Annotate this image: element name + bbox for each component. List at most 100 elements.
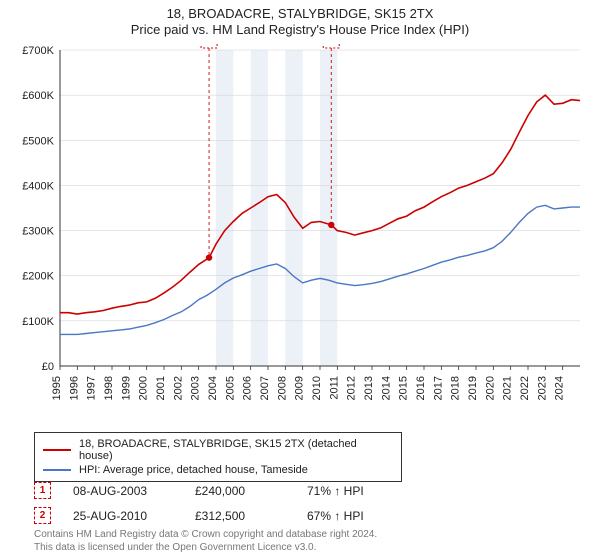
ytick: £0	[42, 361, 54, 373]
xtick: 2001	[155, 376, 167, 400]
xtick: 2006	[242, 376, 254, 400]
sale-date: 08-AUG-2003	[73, 484, 173, 498]
svg-text:2020: 2020	[484, 376, 496, 400]
ytick: £300K	[22, 226, 54, 238]
svg-text:2006: 2006	[242, 376, 254, 400]
sales-table: 1 08-AUG-2003 £240,000 71% ↑ HPI 2 25-AU…	[34, 478, 397, 528]
footer-line1: Contains HM Land Registry data © Crown c…	[34, 528, 377, 541]
svg-text:2019: 2019	[467, 376, 479, 400]
chart: £0 £100K £200K £300K £400K £500K £600K £700K 199…	[0, 44, 600, 424]
xtick: 2019	[467, 376, 479, 400]
svg-text:1997: 1997	[86, 376, 98, 400]
xtick: 2000	[138, 376, 150, 400]
svg-text:2016: 2016	[415, 376, 427, 400]
svg-text:2015: 2015	[398, 376, 410, 400]
legend-swatch-property	[43, 449, 71, 451]
sale-row: 2 25-AUG-2010 £312,500 67% ↑ HPI	[34, 503, 397, 528]
svg-text:1998: 1998	[103, 376, 115, 400]
ytick: £400K	[22, 180, 54, 192]
svg-text:£400K: £400K	[22, 180, 54, 192]
xtick: 2004	[207, 376, 219, 400]
sale-point-dot	[206, 254, 212, 260]
xtick: 2003	[190, 376, 202, 400]
sale-price: £240,000	[195, 484, 285, 498]
xtick: 2010	[311, 376, 323, 400]
xtick: 1996	[68, 376, 80, 400]
svg-text:2008: 2008	[276, 376, 288, 400]
xtick: 2012	[346, 376, 358, 400]
ytick: £700K	[22, 45, 54, 57]
xtick: 2007	[259, 376, 271, 400]
plot-band	[199, 50, 216, 366]
ytick: £100K	[22, 316, 54, 328]
svg-text:2018: 2018	[450, 376, 462, 400]
svg-text:£300K: £300K	[22, 226, 54, 238]
svg-text:£200K: £200K	[22, 271, 54, 283]
xtick: 2009	[294, 376, 306, 400]
plot-band	[320, 50, 337, 366]
xtick: 2020	[484, 376, 496, 400]
svg-text:2022: 2022	[519, 376, 531, 400]
plot-band	[233, 50, 250, 366]
sale-marker-number: 2	[328, 44, 334, 47]
xtick: 2002	[172, 376, 184, 400]
svg-text:£500K: £500K	[22, 135, 54, 147]
title-subtitle: Price paid vs. HM Land Registry's House …	[0, 22, 600, 38]
svg-text:2007: 2007	[259, 376, 271, 400]
plot-band	[216, 50, 233, 366]
sale-marker-icon: 2	[34, 507, 51, 524]
svg-text:2024: 2024	[554, 376, 566, 400]
svg-text:2012: 2012	[346, 376, 358, 400]
svg-text:2000: 2000	[138, 376, 150, 400]
ytick: £500K	[22, 135, 54, 147]
xtick: 1995	[51, 376, 63, 400]
svg-text:£100K: £100K	[22, 316, 54, 328]
svg-text:2004: 2004	[207, 376, 219, 400]
svg-text:1995: 1995	[51, 376, 63, 400]
xtick: 2014	[380, 376, 392, 400]
legend-label-property: 18, BROADACRE, STALYBRIDGE, SK15 2TX (de…	[79, 438, 393, 462]
xtick: 2013	[363, 376, 375, 400]
plot-band	[268, 50, 285, 366]
xtick: 1998	[103, 376, 115, 400]
svg-text:2017: 2017	[432, 376, 444, 400]
sale-date: 25-AUG-2010	[73, 509, 173, 523]
ytick: £600K	[22, 90, 54, 102]
legend: 18, BROADACRE, STALYBRIDGE, SK15 2TX (de…	[34, 432, 402, 482]
legend-item-property: 18, BROADACRE, STALYBRIDGE, SK15 2TX (de…	[43, 437, 393, 463]
svg-text:2005: 2005	[224, 376, 236, 400]
sale-row: 1 08-AUG-2003 £240,000 71% ↑ HPI	[34, 478, 397, 503]
title-address: 18, BROADACRE, STALYBRIDGE, SK15 2TX	[0, 6, 600, 22]
xtick: 2021	[502, 376, 514, 400]
footer-attribution: Contains HM Land Registry data © Crown c…	[34, 528, 377, 554]
footer-line2: This data is licensed under the Open Gov…	[34, 541, 377, 554]
svg-text:£600K: £600K	[22, 90, 54, 102]
legend-label-hpi: HPI: Average price, detached house, Tame…	[79, 464, 308, 476]
legend-swatch-hpi	[43, 469, 71, 471]
svg-text:2010: 2010	[311, 376, 323, 400]
sale-marker-icon: 1	[34, 482, 51, 499]
svg-text:2013: 2013	[363, 376, 375, 400]
svg-text:1996: 1996	[68, 376, 80, 400]
sale-pct-vs-hpi: 71% ↑ HPI	[307, 484, 397, 498]
page: 18, BROADACRE, STALYBRIDGE, SK15 2TX Pri…	[0, 0, 600, 560]
sale-marker-number: 1	[206, 44, 212, 47]
svg-text:1999: 1999	[120, 376, 132, 400]
sale-pct-vs-hpi: 67% ↑ HPI	[307, 509, 397, 523]
xtick: 2024	[554, 376, 566, 400]
ytick: £200K	[22, 271, 54, 283]
svg-text:2023: 2023	[536, 376, 548, 400]
xtick: 2023	[536, 376, 548, 400]
svg-text:2003: 2003	[190, 376, 202, 400]
svg-text:2011: 2011	[328, 376, 340, 400]
chart-svg: £0 £100K £200K £300K £400K £500K £600K £700K 199…	[0, 44, 600, 424]
svg-text:£0: £0	[42, 361, 54, 373]
svg-text:2021: 2021	[502, 376, 514, 400]
xtick: 2005	[224, 376, 236, 400]
xtick: 1997	[86, 376, 98, 400]
legend-item-hpi: HPI: Average price, detached house, Tame…	[43, 463, 393, 477]
xtick: 2015	[398, 376, 410, 400]
xtick: 2008	[276, 376, 288, 400]
xtick: 2011	[328, 376, 340, 400]
svg-text:2009: 2009	[294, 376, 306, 400]
